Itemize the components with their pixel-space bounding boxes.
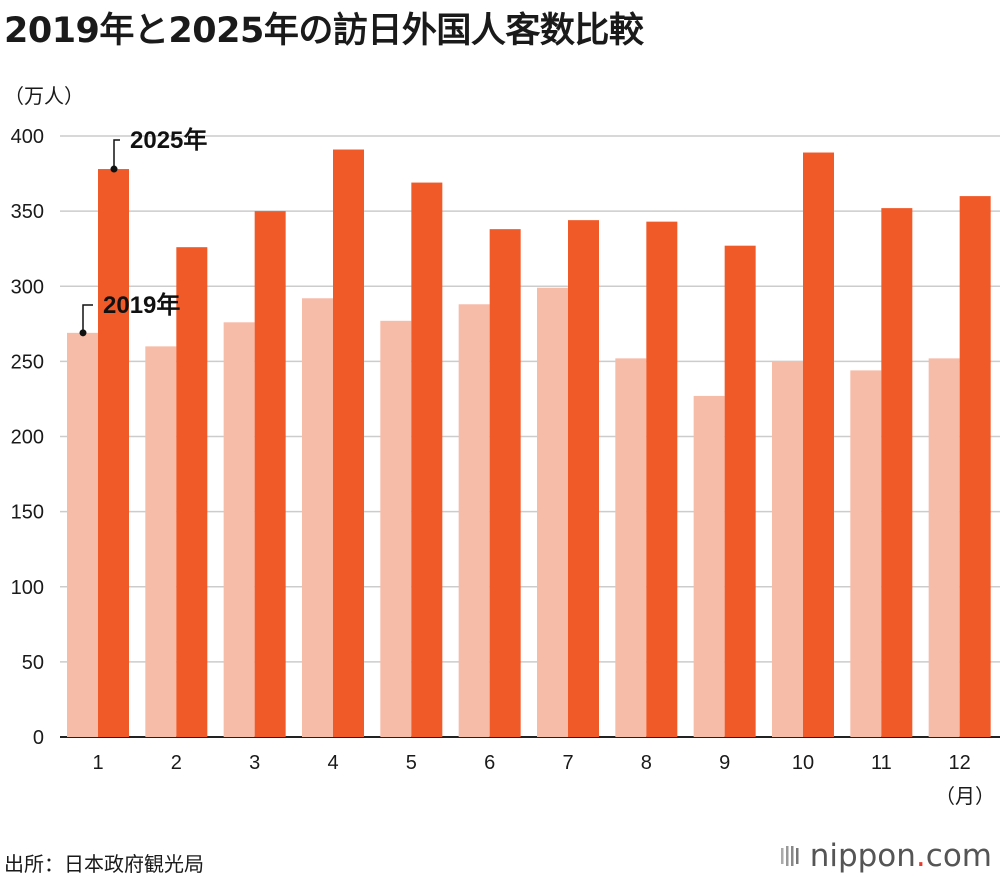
logo-mark-icon (780, 846, 799, 866)
bar-2025年-9 (724, 245, 756, 737)
bar-2025年-1 (98, 169, 129, 737)
bar-2025年-2 (176, 247, 208, 737)
bar-2019年-3 (223, 322, 255, 737)
x-tick-label: 6 (484, 752, 495, 774)
source-note: 出所：日本政府観光局 (4, 852, 204, 876)
bar-2019年-2 (145, 346, 177, 737)
bar-2025年-3 (254, 211, 286, 737)
y-axis-unit-label: （万人） (4, 84, 84, 108)
legend-leader-line (113, 139, 120, 170)
y-tick-label: 200 (11, 427, 44, 449)
bar-2019年-12 (928, 358, 960, 737)
x-axis-ticks: 1 2 3 4 5 6 7 8 9 10 11 12 (92, 752, 970, 774)
bar-2019年-10 (772, 361, 803, 737)
bar-2019年-5 (380, 320, 412, 737)
bar-2019年-1 (67, 332, 98, 737)
chart-title: 2019年と2025年の訪日外国人客数比較 (4, 11, 644, 51)
y-tick-label: 0 (33, 727, 44, 749)
x-tick-label: 5 (406, 752, 417, 774)
legend-anchor-dot (110, 165, 118, 173)
legend-label-2025年: 2025年 (130, 126, 207, 154)
bar-2025年-10 (803, 152, 834, 738)
bars (67, 149, 991, 738)
bar-2019年-9 (693, 395, 725, 737)
logo-tail: com (925, 838, 992, 874)
x-tick-label: 1 (92, 752, 103, 774)
y-tick-label: 350 (11, 201, 44, 223)
bar-2025年-11 (881, 208, 913, 737)
bar-2025年-6 (489, 229, 521, 737)
legend-label-2019年: 2019年 (103, 291, 180, 319)
x-tick-label: 3 (249, 752, 260, 774)
bar-2025年-7 (568, 220, 599, 737)
x-tick-label: 10 (792, 752, 814, 774)
legend-annotations: 2025年 2019年 (79, 126, 207, 337)
bar-2019年-6 (458, 304, 490, 737)
bar-2025年-4 (333, 149, 364, 737)
y-axis-ticks: 0 50 100 150 200 250 300 350 400 (11, 126, 44, 749)
x-tick-label: 7 (562, 752, 573, 774)
x-tick-label: 4 (327, 752, 338, 774)
x-tick-label: 12 (949, 752, 971, 774)
y-tick-label: 50 (22, 652, 44, 674)
legend-leader-line (82, 304, 93, 333)
logo-dot: . (915, 838, 926, 874)
x-tick-label: 11 (871, 752, 892, 774)
y-tick-label: 300 (11, 276, 44, 298)
bar-2025年-8 (646, 221, 678, 737)
x-tick-label: 2 (171, 752, 182, 774)
y-tick-label: 400 (11, 126, 44, 148)
bar-2019年-4 (302, 298, 333, 737)
bar-2019年-8 (615, 358, 647, 737)
logo-text: nippon (809, 838, 916, 874)
x-tick-label: 8 (641, 752, 652, 774)
x-tick-label: 9 (719, 752, 730, 774)
bar-2025年-5 (411, 182, 443, 737)
bar-2019年-7 (537, 287, 568, 737)
nippon-logo[interactable]: nippon. com (780, 838, 992, 874)
y-tick-label: 250 (11, 351, 44, 373)
bar-2025年-12 (959, 196, 991, 738)
x-axis-unit-label: （月） (935, 784, 995, 808)
legend-anchor-dot (79, 329, 87, 337)
y-tick-label: 100 (11, 577, 44, 599)
y-tick-label: 150 (11, 502, 44, 524)
gridlines (60, 135, 1000, 738)
bar-2019年-11 (850, 370, 882, 737)
